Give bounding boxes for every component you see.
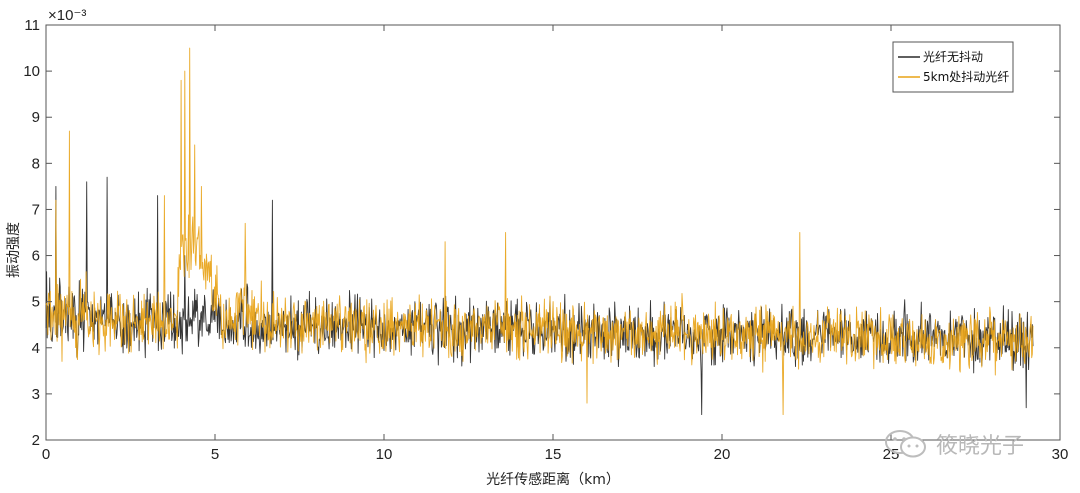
wechat-icon (885, 430, 926, 458)
x-tick-label: 25 (883, 446, 900, 463)
x-tick-label: 10 (376, 446, 393, 463)
watermark: 筱晓光子 (884, 426, 1024, 462)
x-tick-label: 30 (1052, 446, 1069, 463)
x-tick-label: 20 (714, 446, 731, 463)
x-tick-label: 5 (211, 446, 219, 463)
watermark-text: 筱晓光子 (936, 434, 1025, 459)
y-tick-label: 11 (24, 17, 40, 34)
y-tick-label: 9 (32, 109, 40, 126)
legend: 光纤无抖动 5km处抖动光纤 (892, 41, 1014, 93)
series-line-vibration-5km (45, 47, 1034, 416)
x-tick-label: 0 (42, 446, 50, 463)
y-axis-label: 振动强度 (6, 222, 22, 278)
legend-label-vibration-5km: 5km处抖动光纤 (923, 70, 1009, 84)
y-tick-label: 3 (32, 386, 40, 403)
y-exponent-label: ×10⁻³ (48, 7, 86, 24)
y-tick-label: 5 (32, 294, 40, 311)
y-tick-label: 8 (32, 155, 40, 172)
plot-area (45, 24, 1061, 441)
x-tick-label: 15 (545, 446, 562, 463)
y-tick-label: 2 (32, 432, 40, 449)
legend-box (892, 41, 1014, 93)
y-tick-label: 4 (32, 340, 40, 357)
x-axis-label: 光纤传感距离（km） (486, 471, 620, 488)
y-tick-label: 7 (32, 201, 40, 218)
y-tick-label: 6 (32, 248, 40, 265)
y-tick-label: 10 (23, 63, 40, 80)
legend-label-no-vibration: 光纤无抖动 (923, 50, 983, 64)
